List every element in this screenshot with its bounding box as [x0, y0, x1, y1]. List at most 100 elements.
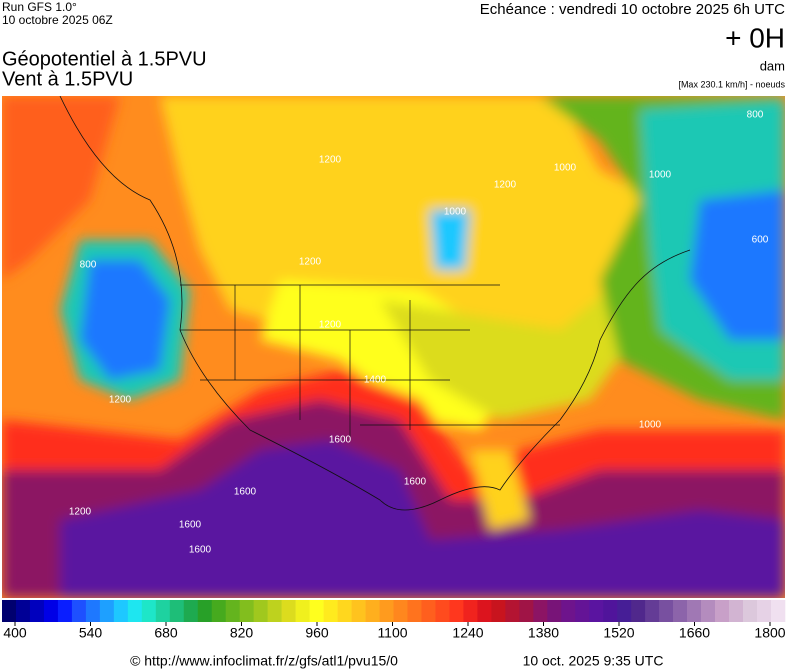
colorbar-cell: [57, 600, 73, 622]
contour-label: 800: [747, 110, 764, 121]
colorbar-cell: [589, 600, 604, 622]
colorbar-cell: [505, 600, 520, 622]
run-date: 10 octobre 2025 06Z: [2, 13, 113, 27]
colorbar-label: 1520: [603, 625, 634, 641]
colorbar-cell: [29, 600, 45, 622]
colorbar-cell: [71, 600, 87, 622]
colorbar-cell: [141, 600, 157, 622]
contour-label: 1200: [319, 155, 342, 166]
colorbar-label: 960: [305, 625, 329, 641]
colorbar-cell: [491, 600, 506, 622]
colorbar-cell: [379, 600, 394, 622]
title-line: Vent à 1.5PVU: [2, 68, 133, 90]
colorbar-cell: [715, 600, 730, 622]
colorbar-label: 1240: [452, 625, 483, 641]
colorbar-cell: [631, 600, 646, 622]
colorbar-cell: [295, 600, 310, 622]
contour-label: 1000: [444, 207, 467, 218]
colorbar-label: 820: [230, 625, 254, 641]
colorbar-cell: [477, 600, 492, 622]
colorbar-cell: [267, 600, 282, 622]
colorbar-cell: [239, 600, 254, 622]
contour-label: 1200: [109, 395, 132, 406]
contour-label: 1600: [179, 520, 202, 531]
colorbar-label: 1100: [377, 625, 407, 641]
contour-label: 600: [752, 235, 769, 246]
colorbar-label: 1380: [528, 625, 559, 641]
colorbar-label: 540: [79, 625, 103, 641]
colorbar-cell: [561, 600, 576, 622]
forecast-time: Echéance : vendredi 10 octobre 2025 6h U…: [480, 1, 785, 18]
colorbar-cell: [519, 600, 534, 622]
colorbar-cell: [771, 600, 786, 622]
contour-label: 1200: [319, 320, 342, 331]
colorbar-cell: [393, 600, 408, 622]
colorbar-cell: [687, 600, 702, 622]
colorbar-cell: [435, 600, 450, 622]
colorbar-cell: [701, 600, 716, 622]
colorbar-label: 1660: [679, 625, 710, 641]
contour-label: 1600: [189, 545, 212, 556]
colorbar-cell: [463, 600, 478, 622]
map: 1200 1200 1000 800 1000 1200 1200 1600 1600 1600 1…: [2, 96, 785, 598]
contour-label: 1600: [234, 487, 257, 498]
colorbar-cell: [407, 600, 422, 622]
colorbar-cell: [673, 600, 688, 622]
contour-label: 1000: [649, 170, 672, 181]
wind-note: [Max 230.1 km/h] - noeuds: [678, 79, 785, 89]
colorbar-cell: [127, 600, 143, 622]
colorbar-cell: [617, 600, 632, 622]
unit: dam: [760, 58, 785, 73]
colorbar-cell: [337, 600, 352, 622]
colorbar-cell: [575, 600, 590, 622]
colorbar-cell: [253, 600, 268, 622]
colorbar-cell: [155, 600, 171, 622]
colorbar-cell: [113, 600, 129, 622]
colorbar-cell: [743, 600, 758, 622]
colorbar-cell: [211, 600, 227, 622]
colorbar: 400 540 680 820 960 1100 1240 1380 1520 1660 1800: [2, 600, 786, 641]
contour-label: 1400: [364, 375, 387, 386]
contour-label: 1600: [404, 477, 427, 488]
contour-label: 1000: [639, 420, 662, 431]
contour-label: 1200: [299, 257, 322, 268]
run-label: Run GFS 1.0°: [2, 0, 77, 14]
colorbar-cell: [603, 600, 618, 622]
colorbar-cell: [351, 600, 366, 622]
colorbar-label: 400: [3, 625, 27, 641]
contour-label: 1200: [494, 180, 517, 191]
colorbar-cell: [169, 600, 185, 622]
colorbar-cell: [225, 600, 240, 622]
contour-label: 1200: [69, 507, 92, 518]
title-line: Géopotentiel à 1.5PVU: [2, 48, 207, 70]
colorbar-cell: [15, 600, 31, 622]
colorbar-cell: [757, 600, 772, 622]
colorbar-cell: [99, 600, 115, 622]
colorbar-cell: [533, 600, 548, 622]
colorbar-cell: [659, 600, 674, 622]
colorbar-cell: [547, 600, 562, 622]
colorbar-cell: [309, 600, 324, 622]
coastline: [59, 96, 691, 511]
contour-labels: 1200 1200 1000 800 1000 1200 1200 1600 1600 1600 1…: [69, 110, 769, 556]
colorbar-cell: [183, 600, 199, 622]
colorbar-label: 1800: [754, 625, 785, 641]
contour-label: 800: [80, 260, 97, 271]
lead-time: + 0H: [725, 22, 785, 53]
field: [2, 96, 785, 598]
source-url: © http://www.infoclimat.fr/z/gfs/atl1/pv…: [130, 653, 398, 669]
contour-label: 1000: [554, 163, 577, 174]
colorbar-cell: [43, 600, 59, 622]
colorbar-cell: [323, 600, 338, 622]
timestamp: 10 oct. 2025 9:35 UTC: [523, 653, 664, 669]
colorbar-cell: [197, 600, 213, 622]
colorbar-cell: [729, 600, 744, 622]
colorbar-label: 680: [154, 625, 178, 641]
contour-label: 1600: [329, 435, 352, 446]
colorbar-cell: [449, 600, 464, 622]
colorbar-cell: [2, 600, 17, 622]
colorbar-cell: [645, 600, 660, 622]
colorbar-cell: [281, 600, 296, 622]
